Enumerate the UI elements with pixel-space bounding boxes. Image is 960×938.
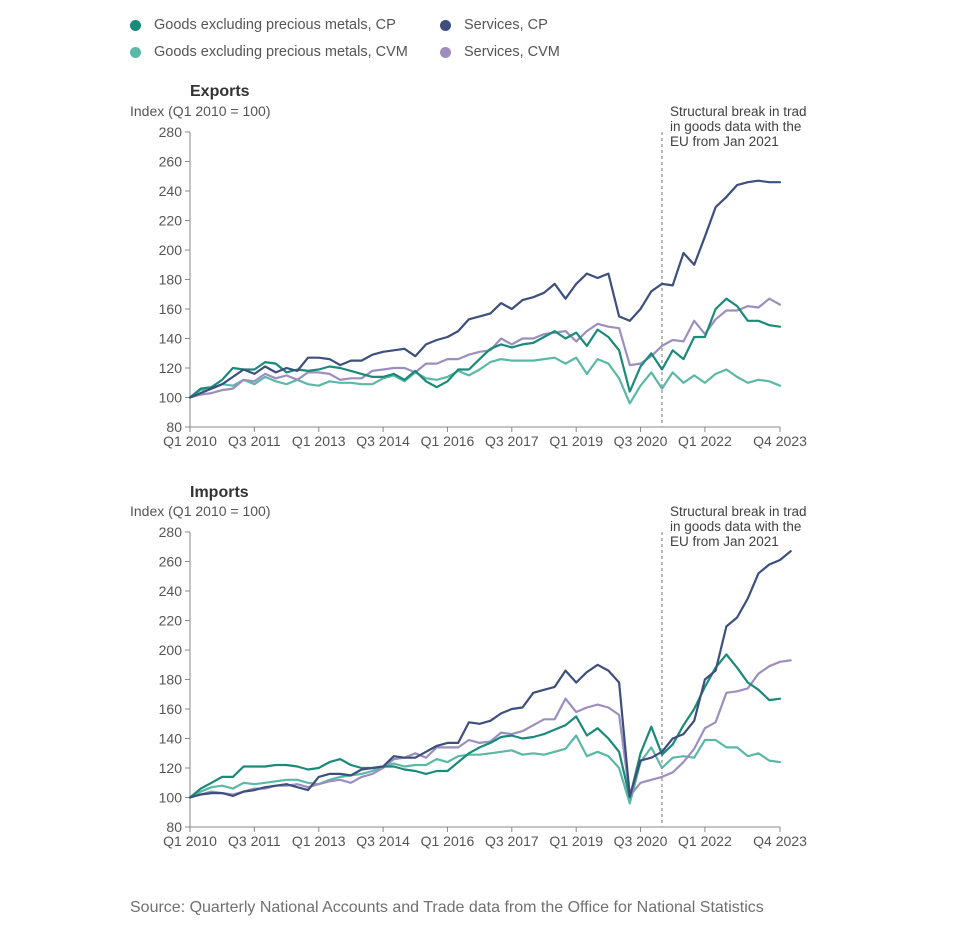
x-tick-label: Q1 2016: [421, 833, 475, 849]
y-tick-label: 260: [159, 154, 183, 170]
legend-item-services-cp[interactable]: Services, CP: [440, 17, 548, 33]
x-tick-label: Q3 2020: [614, 433, 668, 449]
y-axis-label: Index (Q1 2010 = 100): [130, 503, 271, 519]
legend-swatch: [130, 19, 141, 31]
series-line-goods-excluding-precious-metals-cp: [188, 653, 782, 799]
legend-item-goods-cvm[interactable]: Goods excluding precious metals, CVM: [130, 44, 408, 60]
y-tick-label: 80: [166, 819, 182, 835]
x-tick-label: Q3 2017: [485, 833, 539, 849]
legend-label: Goods excluding precious metals, CP: [154, 17, 396, 33]
legend-label: Services, CVM: [464, 44, 560, 60]
x-tick-label: Q1 2013: [292, 833, 346, 849]
x-tick-label: Q1 2010: [163, 433, 217, 449]
x-tick-label: Q3 2011: [228, 433, 281, 449]
y-tick-label: 160: [159, 701, 183, 717]
annotation-text: EU from Jan 2021: [670, 134, 779, 149]
chart-title: Imports: [190, 484, 249, 501]
series-line-services-cvm: [188, 659, 792, 799]
y-tick-label: 160: [159, 301, 183, 317]
series-line-services-cp: [188, 179, 782, 399]
y-tick-label: 260: [159, 554, 183, 570]
y-tick-label: 140: [159, 331, 183, 347]
y-tick-label: 180: [159, 672, 183, 688]
series-line-goods-excluding-precious-metals-cvm: [188, 734, 782, 805]
annotation-text: in goods data with the: [670, 119, 801, 134]
chart-imports: Imports Index (Q1 2010 = 100) 80 100 120 140 1…: [130, 484, 807, 849]
chart-title: Exports: [190, 83, 250, 100]
x-tick-label: Q1 2019: [549, 433, 603, 449]
legend-label: Goods excluding precious metals, CVM: [154, 44, 408, 60]
y-tick-label: 220: [159, 613, 183, 629]
x-tick-label: Q1 2019: [549, 833, 603, 849]
series-line-services-cp: [188, 550, 792, 799]
legend-swatch: [130, 46, 141, 58]
y-tick-label: 80: [166, 419, 182, 435]
series-line-services-cvm: [188, 297, 782, 399]
annotation-text: Structural break in trad: [670, 104, 807, 119]
chart-exports: Exports Index (Q1 2010 = 100) 80 100 120 140 1…: [130, 83, 807, 449]
series-line-goods-excluding-precious-metals-cvm: [188, 356, 782, 405]
y-tick-label: 200: [159, 642, 183, 658]
y-tick-label: 140: [159, 731, 183, 747]
y-tick-label: 200: [159, 242, 183, 258]
y-tick-label: 120: [159, 360, 183, 376]
x-tick-label: Q4 2023: [753, 433, 807, 449]
x-tick-label: Q1 2022: [678, 833, 732, 849]
y-tick-label: 220: [159, 213, 183, 229]
x-tick-label: Q1 2013: [292, 433, 346, 449]
x-tick-label: Q3 2014: [356, 433, 410, 449]
legend-swatch: [440, 46, 451, 58]
annotation-text: EU from Jan 2021: [670, 534, 779, 549]
y-tick-label: 180: [159, 272, 183, 288]
y-tick-label: 280: [159, 124, 183, 140]
legend-swatch: [440, 19, 451, 31]
legend-item-services-cvm[interactable]: Services, CVM: [440, 44, 560, 60]
x-tick-label: Q3 2020: [614, 833, 668, 849]
annotation-text: in goods data with the: [670, 519, 801, 534]
x-tick-label: Q1 2010: [163, 833, 217, 849]
legend: Goods excluding precious metals, CP Serv…: [130, 14, 690, 64]
y-axis-label: Index (Q1 2010 = 100): [130, 103, 271, 119]
legend-item-goods-cp[interactable]: Goods excluding precious metals, CP: [130, 17, 396, 33]
legend-label: Services, CP: [464, 17, 548, 33]
x-tick-label: Q4 2023: [753, 833, 807, 849]
y-tick-label: 240: [159, 583, 183, 599]
y-tick-label: 120: [159, 760, 183, 776]
series-line-goods-excluding-precious-metals-cp: [188, 297, 782, 399]
x-tick-label: Q1 2022: [678, 433, 732, 449]
y-tick-label: 100: [159, 790, 183, 806]
annotation-text: Structural break in trad: [670, 504, 807, 519]
x-tick-label: Q3 2014: [356, 833, 410, 849]
y-tick-label: 280: [159, 524, 183, 540]
x-tick-label: Q3 2017: [485, 433, 539, 449]
y-tick-label: 240: [159, 183, 183, 199]
x-tick-label: Q1 2016: [421, 433, 475, 449]
source-note: Source: Quarterly National Accounts and …: [130, 899, 764, 916]
y-tick-label: 100: [159, 390, 183, 406]
x-tick-label: Q3 2011: [228, 833, 281, 849]
